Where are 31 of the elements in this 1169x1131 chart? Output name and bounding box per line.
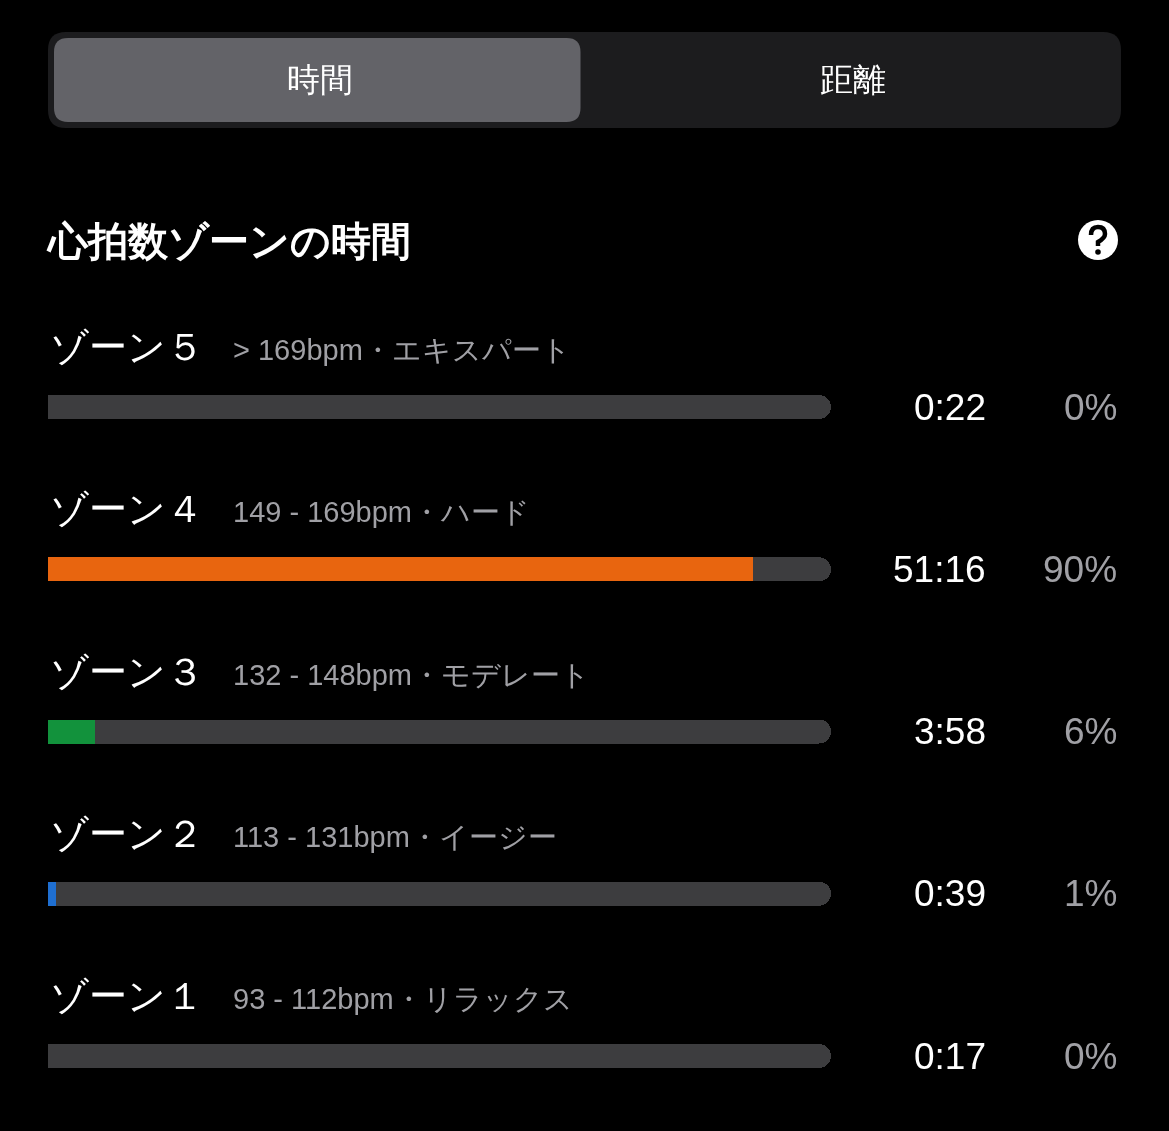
bar (48, 1044, 831, 1069)
text: 0:22 (914, 387, 987, 428)
bar (55, 881, 831, 906)
text: 時間 (287, 61, 353, 98)
chart-title: 心拍数ゾーンの時間 (46, 219, 411, 263)
bar (752, 557, 831, 582)
data-label: 1% (1064, 873, 1118, 914)
bar (48, 557, 753, 582)
text: 0:17 (914, 1036, 987, 1077)
text: 0:39 (914, 873, 987, 914)
y-tick-label: ゾーン４ (50, 488, 204, 530)
y2-tick-label: 113 - 131bpm・イージー (233, 821, 557, 853)
y2-tick-label: 149 - 169bpm・ハード (233, 496, 530, 528)
data-label: 0% (1064, 387, 1118, 428)
y-tick-label: ゾーン２ (50, 813, 204, 855)
data-label: 0% (1064, 1036, 1118, 1077)
data-label: 6% (1064, 711, 1118, 752)
text: 51:16 (893, 549, 986, 590)
bar (48, 395, 831, 420)
text: 距離 (820, 61, 886, 98)
bar (48, 719, 95, 744)
data-label: 90% (1043, 549, 1118, 590)
y-tick-label: ゾーン５ (50, 326, 204, 368)
y2-tick-label: > 169bpm・エキスパート (233, 334, 571, 366)
y2-tick-label: 93 - 112bpm・リラックス (233, 983, 573, 1015)
y-tick-label: ゾーン３ (50, 651, 204, 693)
y-tick-label: ゾーン１ (50, 975, 204, 1017)
text: 3:58 (914, 711, 987, 752)
bar (48, 881, 56, 906)
bar (94, 719, 831, 744)
y2-tick-label: 132 - 148bpm・モデレート (233, 659, 590, 691)
